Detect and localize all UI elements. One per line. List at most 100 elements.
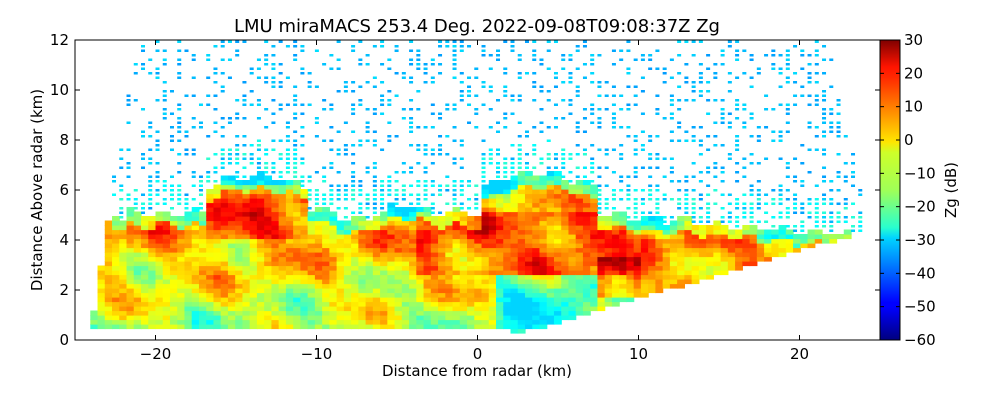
radar-cell <box>249 288 258 294</box>
radar-cell <box>104 265 113 271</box>
radar-cell <box>546 238 555 244</box>
radar-cell <box>416 211 425 217</box>
radar-cell <box>119 243 128 249</box>
radar-cell <box>524 180 533 186</box>
noise-speck <box>372 45 377 48</box>
noise-speck <box>481 166 486 169</box>
noise-speck <box>365 171 370 174</box>
noise-speck <box>481 162 486 165</box>
radar-cell <box>358 283 367 289</box>
radar-cell <box>568 243 577 249</box>
radar-cell <box>539 297 548 303</box>
radar-cell <box>227 180 236 186</box>
radar-cell <box>271 189 280 195</box>
noise-speck <box>249 67 254 70</box>
noise-speck <box>372 189 377 192</box>
radar-cell <box>575 184 584 190</box>
radar-cell <box>648 247 657 253</box>
noise-speck <box>242 175 247 178</box>
radar-cell <box>503 180 512 186</box>
noise-speck <box>329 108 334 111</box>
radar-cell <box>503 207 512 213</box>
radar-cell <box>336 283 345 289</box>
radar-cell <box>546 265 555 271</box>
noise-speck <box>756 135 761 138</box>
noise-speck <box>669 157 674 160</box>
noise-speck <box>785 112 790 115</box>
radar-cell <box>438 279 446 285</box>
noise-speck <box>698 144 703 147</box>
radar-cell <box>198 288 207 294</box>
radar-cell <box>691 252 700 258</box>
radar-cell <box>785 229 794 235</box>
radar-cell <box>459 292 468 298</box>
radar-cell <box>488 202 497 208</box>
noise-speck <box>387 175 392 178</box>
noise-speck <box>307 103 312 106</box>
radar-cell <box>104 220 113 226</box>
radar-cell <box>126 315 135 321</box>
radar-cell <box>191 256 200 262</box>
radar-cell <box>394 247 403 253</box>
radar-cell <box>351 265 359 271</box>
radar-cell <box>590 243 599 249</box>
radar-cell <box>206 288 215 294</box>
radar-cell <box>691 265 700 271</box>
radar-cell <box>481 207 490 213</box>
noise-speck <box>561 148 566 151</box>
noise-speck <box>503 112 508 115</box>
radar-cell <box>648 274 657 280</box>
noise-speck <box>285 153 290 156</box>
noise-speck <box>749 85 754 88</box>
radar-cell <box>133 220 142 226</box>
noise-speck <box>488 54 493 57</box>
noise-speck <box>206 175 211 178</box>
radar-cell <box>510 324 519 330</box>
radar-cell <box>329 229 338 235</box>
noise-speck <box>568 58 573 61</box>
radar-cell <box>227 319 236 325</box>
noise-speck <box>242 103 247 106</box>
radar-cell <box>264 324 273 330</box>
radar-cell <box>343 288 352 294</box>
noise-speck <box>242 117 247 120</box>
radar-cell <box>496 180 504 186</box>
radar-cell <box>329 211 338 217</box>
radar-cell <box>148 270 157 276</box>
noise-speck <box>829 85 834 88</box>
radar-cell <box>655 220 664 226</box>
noise-speck <box>807 76 812 79</box>
radar-cell <box>611 234 620 240</box>
radar-cell <box>242 252 251 258</box>
noise-speck <box>597 94 602 97</box>
radar-cell <box>235 310 244 316</box>
radar-cell <box>119 297 128 303</box>
noise-speck <box>220 40 225 43</box>
noise-speck <box>343 189 348 192</box>
radar-cell <box>285 279 294 285</box>
noise-speck <box>358 139 363 142</box>
noise-speck <box>409 166 414 169</box>
radar-cell <box>438 265 446 271</box>
radar-cell <box>582 310 591 316</box>
noise-speck <box>720 193 725 196</box>
radar-cell <box>387 234 396 240</box>
radar-cell <box>568 202 577 208</box>
radar-cell <box>409 274 417 280</box>
radar-cell <box>713 238 722 244</box>
radar-cell <box>467 220 475 226</box>
noise-speck <box>517 54 522 57</box>
noise-speck <box>220 166 225 169</box>
radar-cell <box>169 310 178 316</box>
radar-cell <box>104 315 113 321</box>
noise-speck <box>706 202 711 205</box>
radar-cell <box>351 238 359 244</box>
radar-cell <box>481 211 490 217</box>
radar-cell <box>409 220 417 226</box>
noise-speck <box>358 193 363 196</box>
noise-speck <box>597 202 602 205</box>
noise-speck <box>597 193 602 196</box>
noise-speck <box>814 211 819 214</box>
radar-cell <box>459 229 468 235</box>
radar-cell <box>300 229 309 235</box>
